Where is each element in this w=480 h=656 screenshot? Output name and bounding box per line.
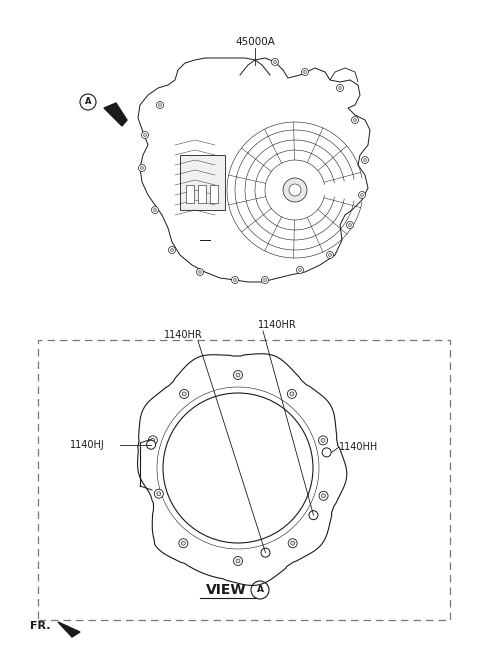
Circle shape xyxy=(199,270,202,274)
Circle shape xyxy=(338,87,341,89)
Circle shape xyxy=(289,184,301,196)
Circle shape xyxy=(322,448,331,457)
Circle shape xyxy=(319,491,328,501)
Circle shape xyxy=(148,436,157,445)
Text: A: A xyxy=(256,586,264,594)
Circle shape xyxy=(151,438,155,442)
Circle shape xyxy=(181,541,185,545)
Circle shape xyxy=(361,157,369,163)
Circle shape xyxy=(309,510,318,520)
Circle shape xyxy=(303,70,307,73)
Circle shape xyxy=(196,268,204,276)
Circle shape xyxy=(363,159,367,161)
Circle shape xyxy=(336,85,344,91)
Circle shape xyxy=(262,276,268,283)
Polygon shape xyxy=(58,622,80,637)
FancyBboxPatch shape xyxy=(198,185,206,203)
Polygon shape xyxy=(138,354,347,586)
Circle shape xyxy=(146,440,156,449)
FancyBboxPatch shape xyxy=(180,155,225,210)
Circle shape xyxy=(168,247,176,253)
Circle shape xyxy=(321,438,325,442)
Circle shape xyxy=(322,494,325,498)
Circle shape xyxy=(274,60,276,64)
Circle shape xyxy=(233,371,242,380)
Circle shape xyxy=(163,393,313,543)
Circle shape xyxy=(347,222,353,228)
Circle shape xyxy=(233,556,242,565)
Circle shape xyxy=(233,279,237,281)
Bar xyxy=(38,340,450,620)
Circle shape xyxy=(139,165,145,171)
Text: 45000A: 45000A xyxy=(235,37,275,47)
Circle shape xyxy=(291,541,295,545)
Circle shape xyxy=(156,102,164,108)
Circle shape xyxy=(272,58,278,66)
Circle shape xyxy=(353,119,357,121)
Circle shape xyxy=(231,276,239,283)
Circle shape xyxy=(158,104,161,106)
Circle shape xyxy=(319,436,327,445)
FancyBboxPatch shape xyxy=(210,185,218,203)
Polygon shape xyxy=(138,58,370,282)
Circle shape xyxy=(180,390,189,398)
Circle shape xyxy=(359,192,365,199)
Circle shape xyxy=(154,209,156,211)
Circle shape xyxy=(157,492,161,496)
Text: 1140HR: 1140HR xyxy=(164,330,203,340)
Circle shape xyxy=(264,279,266,281)
Text: VIEW: VIEW xyxy=(206,583,246,597)
Text: 1140HJ: 1140HJ xyxy=(70,440,105,450)
Circle shape xyxy=(301,68,309,75)
Circle shape xyxy=(141,167,144,169)
Text: A: A xyxy=(85,98,91,106)
Circle shape xyxy=(144,134,146,136)
Circle shape xyxy=(283,178,307,202)
Polygon shape xyxy=(104,103,127,126)
Circle shape xyxy=(290,392,294,396)
Circle shape xyxy=(152,207,158,213)
Text: 1140HR: 1140HR xyxy=(258,320,297,330)
Circle shape xyxy=(288,390,296,398)
Circle shape xyxy=(299,268,301,272)
Circle shape xyxy=(297,266,303,274)
Circle shape xyxy=(351,117,359,123)
Circle shape xyxy=(326,251,334,258)
Circle shape xyxy=(348,224,351,226)
Circle shape xyxy=(360,194,363,197)
Circle shape xyxy=(182,392,186,396)
Circle shape xyxy=(328,253,332,256)
Circle shape xyxy=(236,559,240,563)
Circle shape xyxy=(179,539,188,548)
Circle shape xyxy=(261,548,270,557)
Text: 1140HH: 1140HH xyxy=(338,442,378,453)
Circle shape xyxy=(236,373,240,377)
Circle shape xyxy=(170,249,173,251)
FancyBboxPatch shape xyxy=(186,185,194,203)
Circle shape xyxy=(154,489,163,498)
Circle shape xyxy=(288,539,297,548)
Text: FR.: FR. xyxy=(30,621,50,631)
Circle shape xyxy=(142,131,148,138)
